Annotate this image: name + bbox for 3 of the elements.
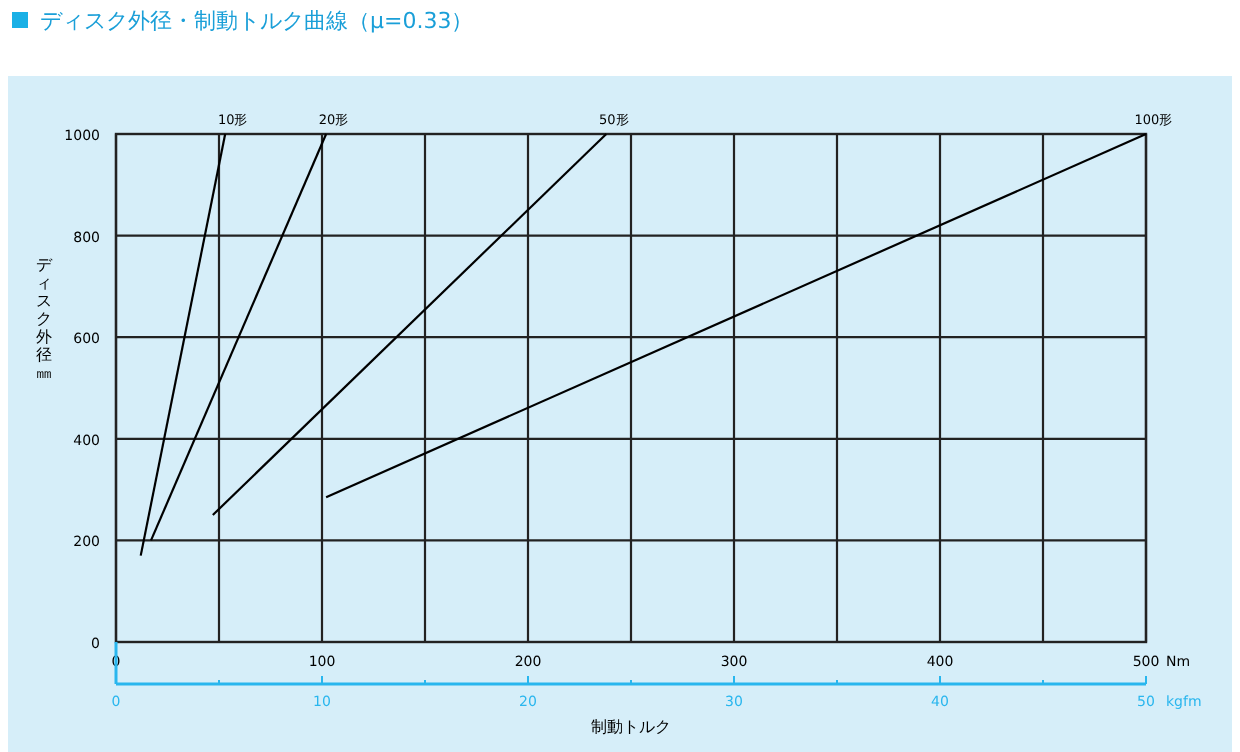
chart-title: ディスク外径・制動トルク曲線（μ=0.33）: [40, 8, 474, 34]
x-axis-title: 制動トルク: [591, 718, 671, 736]
y-axis-title: ディスク外径㎜: [36, 256, 54, 382]
